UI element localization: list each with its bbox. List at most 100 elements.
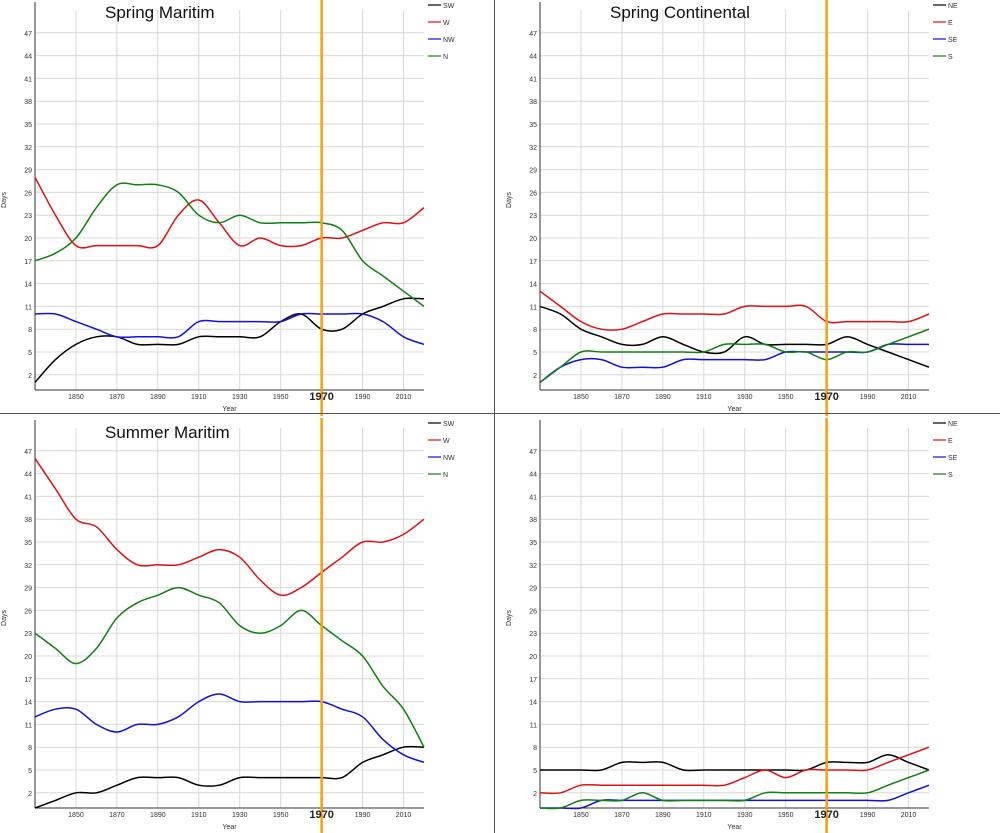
x-axis-label: Year xyxy=(222,406,237,413)
y-tick-label: 35 xyxy=(529,122,537,129)
x-tick-label: 1870 xyxy=(109,812,125,819)
x-tick-label: 1890 xyxy=(150,812,166,819)
chart-panel-spring-continental: 2 5 8 11 14 17 20 23 26 29 32 35 38 41 44 47 1850 1870 189… xyxy=(505,0,1000,416)
y-tick-label: 26 xyxy=(24,608,32,615)
x-tick-label: 2010 xyxy=(396,394,412,401)
series-line-n xyxy=(34,182,425,308)
y-tick-label: 47 xyxy=(529,449,537,456)
horizontal-divider xyxy=(0,413,1000,414)
legend-label-ne: NE xyxy=(948,421,958,428)
y-tick-label: 41 xyxy=(529,76,537,83)
chart-title: Summer Maritim xyxy=(105,423,230,442)
y-tick-label: 41 xyxy=(24,76,32,83)
x-tick-label: 2010 xyxy=(901,394,917,401)
x-axis-label: Year xyxy=(727,406,742,413)
y-tick-label: 26 xyxy=(24,190,32,197)
series-line-sw xyxy=(34,745,425,809)
x-tick-label: 1990 xyxy=(355,812,371,819)
x-tick-label: 1990 xyxy=(860,812,876,819)
y-tick-label: 2 xyxy=(28,791,32,798)
y-tick-label: 5 xyxy=(28,768,32,775)
y-tick-label: 44 xyxy=(24,54,32,61)
y-tick-label: 23 xyxy=(529,631,537,638)
y-tick-label: 29 xyxy=(24,168,32,175)
x-tick-label: 1910 xyxy=(191,812,207,819)
legend-label-se: SE xyxy=(948,37,958,44)
x-tick-label: 1950 xyxy=(778,812,794,819)
y-tick-label: 44 xyxy=(529,472,537,479)
legend-label-w: W xyxy=(443,20,450,27)
series-line-w xyxy=(34,457,425,597)
series-line-se xyxy=(539,343,929,384)
x-tick-label: 1990 xyxy=(860,394,876,401)
y-tick-label: 20 xyxy=(529,236,537,243)
x-tick-label: 1870 xyxy=(614,394,630,401)
y-tick-label: 44 xyxy=(529,54,537,61)
y-tick-label: 47 xyxy=(24,31,32,38)
y-tick-label: 14 xyxy=(24,700,32,707)
legend-label-e: E xyxy=(948,20,953,27)
y-tick-label: 38 xyxy=(529,99,537,106)
x-tick-label: 1930 xyxy=(232,812,248,819)
y-tick-label: 23 xyxy=(24,213,32,220)
y-tick-label: 35 xyxy=(24,540,32,547)
x-tick-label: 1850 xyxy=(573,394,589,401)
series-line-w xyxy=(34,176,425,249)
x-tick-label: 1930 xyxy=(737,394,753,401)
legend-label-sw: SW xyxy=(443,3,455,10)
y-tick-label: 38 xyxy=(24,517,32,524)
y-tick-label: 29 xyxy=(529,586,537,593)
y-tick-label: 17 xyxy=(529,259,537,266)
series-line-nw xyxy=(34,312,425,346)
x-tick-label: 1870 xyxy=(109,394,125,401)
y-tick-label: 32 xyxy=(529,145,537,152)
y-tick-label: 2 xyxy=(28,373,32,380)
y-tick-label: 17 xyxy=(529,677,537,684)
y-axis-label: Days xyxy=(506,610,513,626)
marker-label-1970: 1970 xyxy=(309,809,333,821)
y-tick-label: 41 xyxy=(529,494,537,501)
x-tick-label: 1910 xyxy=(696,394,712,401)
chart-svg: 2 5 8 11 14 17 20 23 26 29 32 35 38 41 44 47 1850 1870 189… xyxy=(506,418,958,833)
y-tick-label: 11 xyxy=(530,722,537,729)
y-tick-label: 32 xyxy=(529,563,537,570)
x-tick-label: 1910 xyxy=(191,394,207,401)
x-tick-label: 1950 xyxy=(778,394,794,401)
marker-label-1970: 1970 xyxy=(309,391,333,403)
x-tick-label: 1950 xyxy=(273,812,289,819)
x-tick-label: 1950 xyxy=(273,394,289,401)
legend-label-ne: NE xyxy=(948,3,958,10)
legend-label-s: S xyxy=(948,472,953,479)
legend-label-nw: NW xyxy=(443,37,455,44)
y-tick-label: 11 xyxy=(25,304,32,311)
legend-label-e: E xyxy=(948,438,953,445)
y-tick-label: 20 xyxy=(24,236,32,243)
y-tick-label: 5 xyxy=(533,768,537,775)
chart-svg: 2 5 8 11 14 17 20 23 26 29 32 35 38 41 44 47 1850 1870 189… xyxy=(1,418,455,833)
y-tick-label: 8 xyxy=(533,327,537,334)
y-tick-label: 14 xyxy=(529,282,537,289)
legend-label-sw: SW xyxy=(443,421,455,428)
chart-svg: 2 5 8 11 14 17 20 23 26 29 32 35 38 41 44 47 1850 1870 189… xyxy=(1,0,455,416)
y-tick-label: 35 xyxy=(529,540,537,547)
x-tick-label: 1890 xyxy=(655,394,671,401)
y-tick-label: 2 xyxy=(533,373,537,380)
legend-label-s: S xyxy=(948,54,953,61)
series-line-n xyxy=(34,586,425,748)
x-tick-label: 2010 xyxy=(396,812,412,819)
y-tick-label: 20 xyxy=(24,654,32,661)
legend-label-n: N xyxy=(443,472,448,479)
y-tick-label: 29 xyxy=(529,168,537,175)
y-axis-label: Days xyxy=(506,192,513,208)
chart-title: Spring Maritim xyxy=(105,3,215,22)
y-tick-label: 5 xyxy=(533,350,537,357)
vertical-divider xyxy=(494,0,495,833)
y-tick-label: 23 xyxy=(529,213,537,220)
y-tick-label: 32 xyxy=(24,145,32,152)
series-line-s xyxy=(539,769,930,810)
series-line-ne xyxy=(539,754,930,772)
y-tick-label: 8 xyxy=(28,327,32,334)
marker-label-1970: 1970 xyxy=(814,391,838,403)
y-tick-label: 26 xyxy=(529,190,537,197)
y-tick-label: 5 xyxy=(28,350,32,357)
